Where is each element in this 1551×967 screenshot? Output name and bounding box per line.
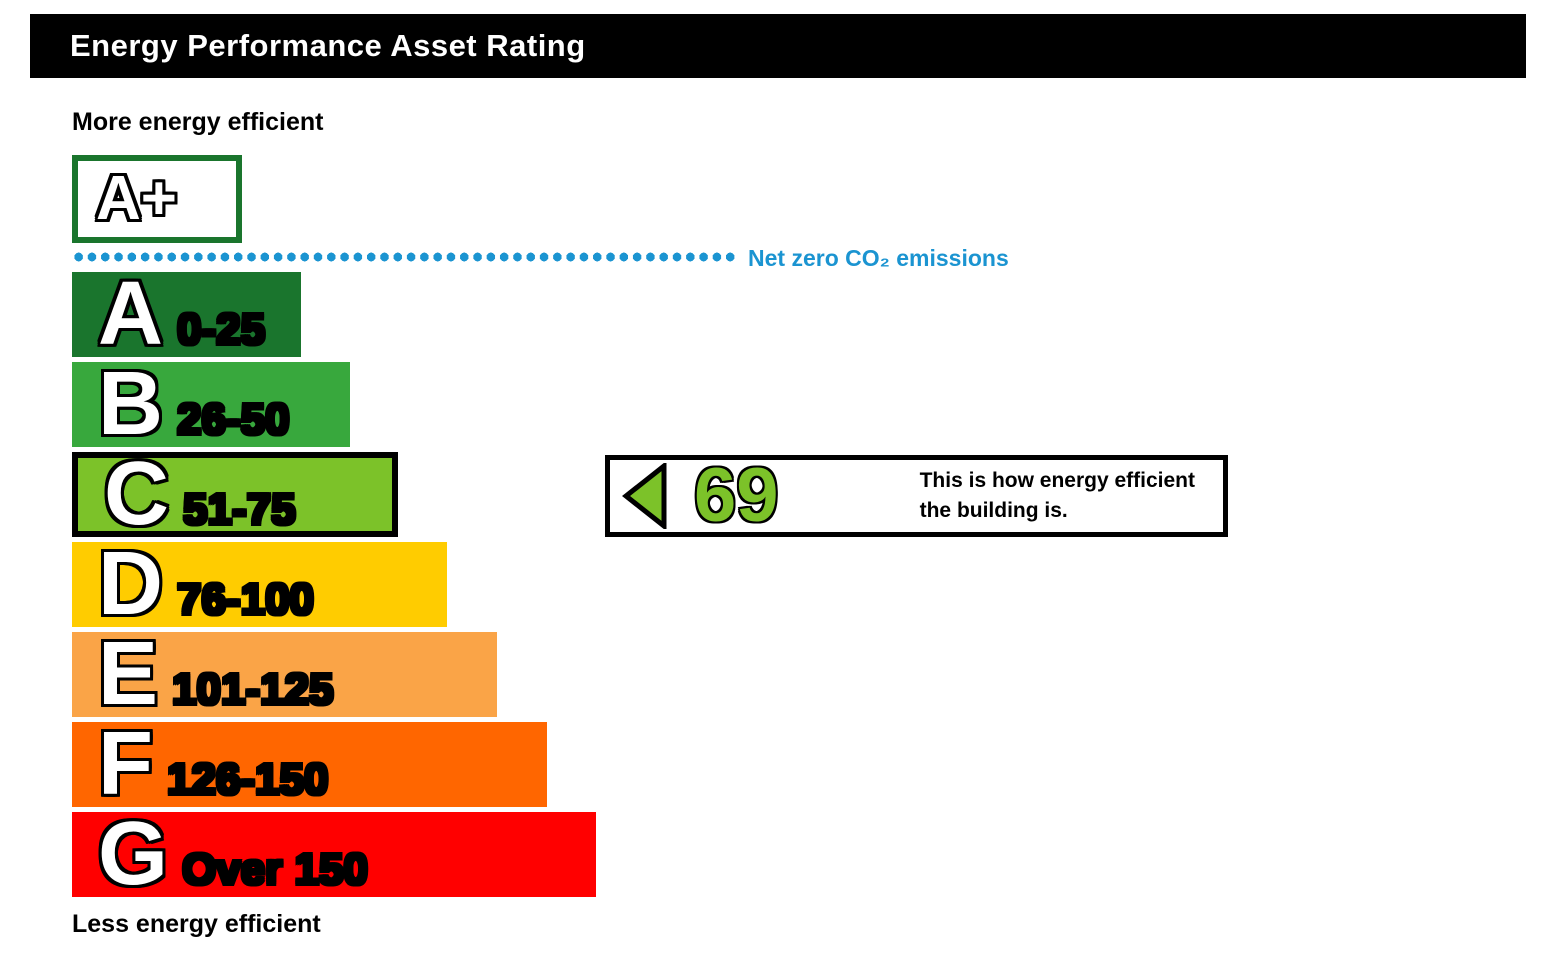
aplus-label: A+ [96, 164, 177, 233]
rating-description-line2: the building is. [919, 499, 1068, 522]
band-f: F 126-150 [72, 714, 547, 814]
aplus-box: A+ [72, 155, 242, 243]
label-more-efficient: More energy efficient [72, 108, 324, 136]
band-c: C 51-75 [72, 444, 398, 544]
band-range: 76-100 [177, 575, 315, 624]
band-b: B 26-50 [72, 354, 350, 454]
rating-value: 69 [694, 453, 779, 538]
band-letter: C [104, 444, 169, 544]
band-range: 126-150 [166, 755, 329, 804]
band-letter: F [98, 714, 153, 814]
band-range: 101-125 [172, 665, 334, 714]
band-letter: B [98, 354, 163, 454]
rating-description: This is how energy efficient the buildin… [920, 466, 1195, 526]
band-a: A 0-25 [72, 264, 301, 364]
rating-description-line1: This is how energy efficient [919, 469, 1195, 492]
band-range: 0-25 [177, 305, 266, 354]
band-e: E 101-125 [72, 624, 497, 724]
band-letter: A [98, 264, 163, 364]
netzero-dotted-line [72, 252, 736, 262]
band-range: 51-75 [183, 485, 296, 534]
rating-indicator: 69 This is how energy efficient the buil… [605, 455, 1228, 537]
page-title: Energy Performance Asset Rating [70, 28, 586, 63]
band-d: D 76-100 [72, 534, 447, 634]
band-range: Over 150 [182, 845, 368, 894]
band-range: 26-50 [177, 395, 290, 444]
left-arrow-icon [622, 463, 667, 529]
rating-bands: A 0-25 B 26-50 C 51-75 D 76-100 E 101-12… [72, 264, 596, 904]
band-letter: E [98, 624, 159, 724]
band-letter: G [98, 804, 169, 904]
band-g: G Over 150 [72, 804, 596, 904]
label-less-efficient: Less energy efficient [72, 910, 321, 938]
netzero-label: Net zero CO₂ emissions [748, 245, 1009, 271]
header-bar: Energy Performance Asset Rating [30, 14, 1526, 78]
band-letter: D [98, 534, 163, 634]
